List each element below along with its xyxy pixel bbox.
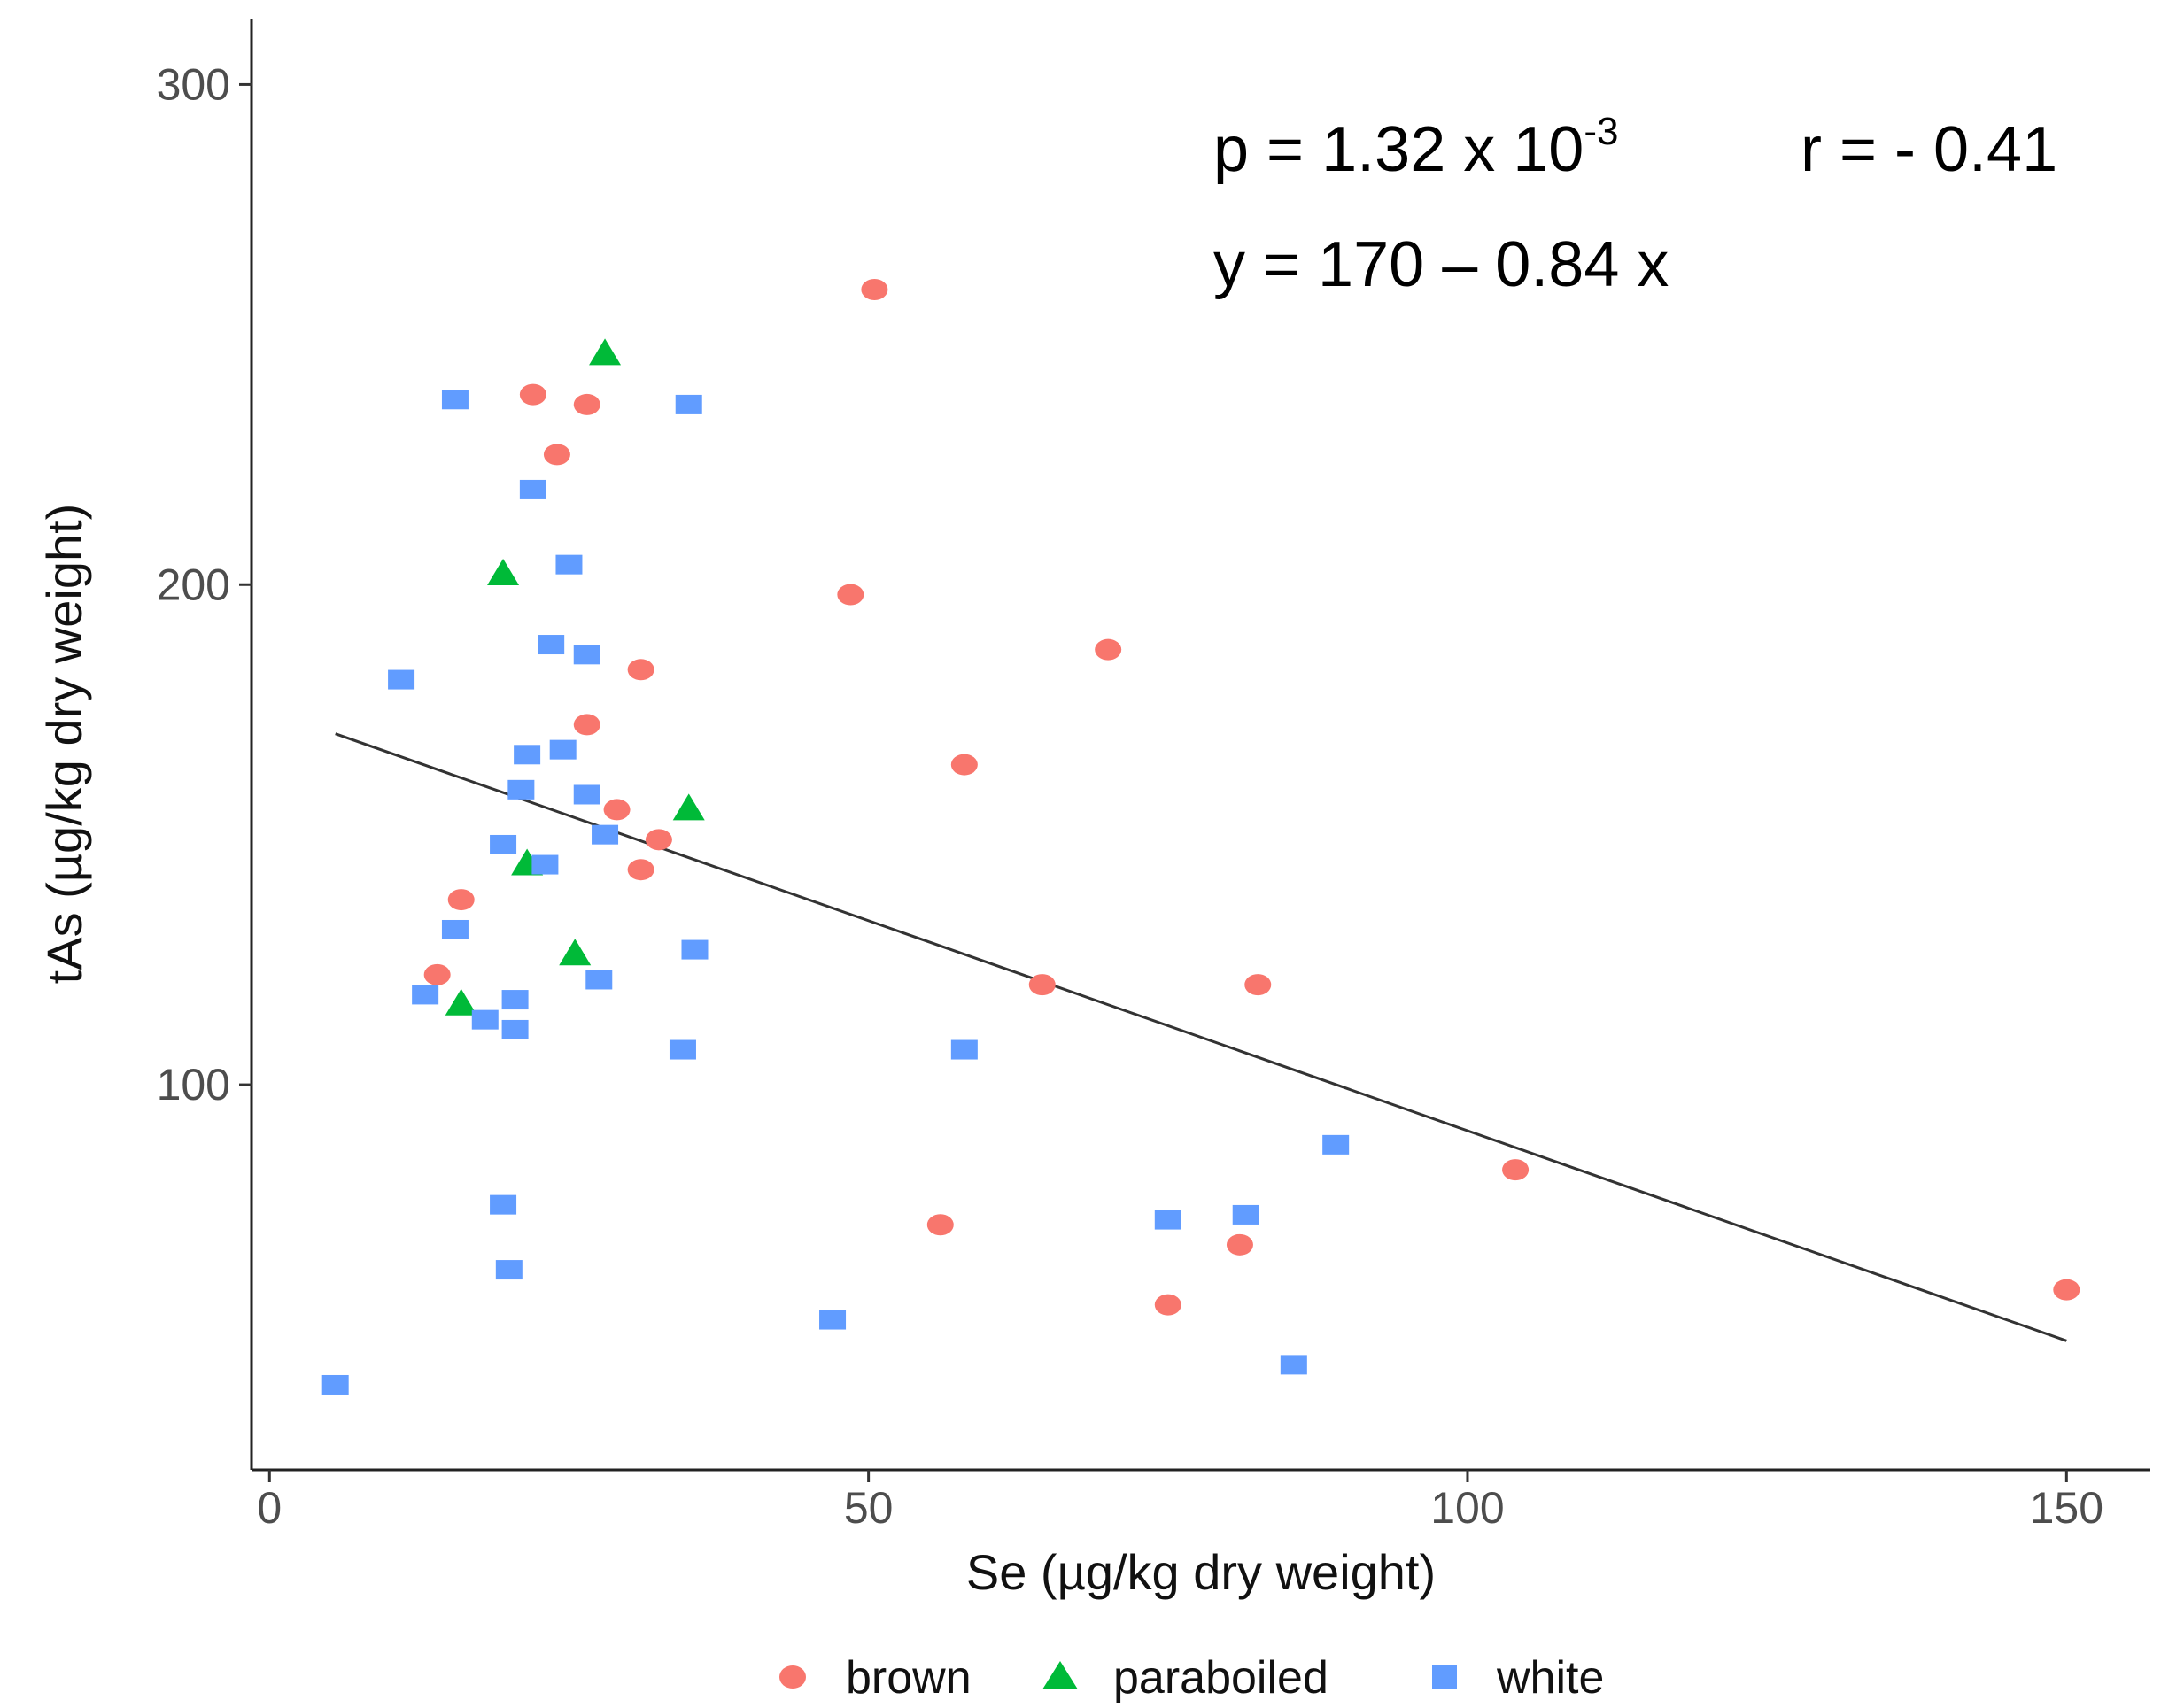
data-point-white [1280, 1355, 1307, 1375]
data-point-white [549, 739, 577, 760]
data-point-white [538, 635, 565, 655]
data-point-white [495, 1260, 523, 1280]
data-point-white [501, 1019, 529, 1039]
x-axis-title: Se (µg/kg dry weight) [966, 1544, 1436, 1600]
data-point-white [501, 990, 529, 1010]
data-point-brown [861, 279, 888, 301]
data-point-brown [573, 714, 600, 736]
y-tick-label: 300 [157, 59, 230, 109]
y-tick-label: 200 [157, 560, 230, 609]
data-point-brown [1154, 1294, 1181, 1316]
data-point-brown [573, 393, 600, 415]
data-point-white [519, 479, 546, 499]
data-point-brown [1244, 974, 1272, 996]
data-point-white [555, 554, 583, 575]
data-point-white [441, 390, 469, 410]
axes [250, 19, 2150, 1472]
y-ticks: 100 200 300 [157, 59, 252, 1109]
data-point-white [490, 1194, 517, 1215]
data-point-paraboiled [589, 338, 622, 366]
data-point-brown [543, 444, 570, 466]
legend-label-paraboiled: paraboiled [1113, 1652, 1328, 1704]
data-point-brown [627, 659, 654, 681]
x-tick-label: 0 [257, 1483, 282, 1533]
data-point-brown [950, 754, 978, 776]
data-point-white [675, 394, 702, 414]
data-point-white [573, 645, 600, 665]
data-point-brown [423, 963, 451, 985]
data-point-brown [926, 1214, 954, 1236]
legend-label-brown: brown [846, 1652, 972, 1704]
p-value-annotation: p = 1.32 x 10-3 [1213, 110, 1618, 185]
y-axis-title: tAs (µg/kg dry weight) [36, 504, 92, 985]
data-point-brown [645, 829, 672, 851]
legend-key-white [1432, 1665, 1457, 1689]
x-ticks: 0 50 100 150 [257, 1470, 2103, 1533]
regression-line-group [335, 732, 2067, 1342]
x-tick-label: 50 [844, 1483, 894, 1533]
data-point-white [441, 919, 469, 939]
data-point-paraboiled [559, 939, 592, 966]
data-point-white [669, 1039, 696, 1060]
p-value-base: p = 1.32 x 10 [1213, 114, 1584, 185]
data-point-brown [1095, 638, 1122, 661]
data-point-brown [837, 584, 864, 606]
legend-label-white: white [1496, 1652, 1604, 1704]
data-point-white [585, 970, 613, 990]
p-value-exponent: -3 [1584, 110, 1618, 153]
legend-key-brown [779, 1665, 806, 1689]
data-point-white [514, 745, 541, 765]
y-tick-label: 100 [157, 1060, 230, 1109]
x-tick-label: 100 [1430, 1483, 1504, 1533]
regression-equation-annotation: y = 170 – 0.84 x [1213, 229, 1669, 300]
data-point-white [1154, 1210, 1181, 1230]
data-point-brown [1226, 1233, 1253, 1256]
data-point-white [573, 784, 600, 805]
data-point-brown [447, 889, 475, 911]
data-point-white [321, 1374, 349, 1395]
data-point-white [507, 779, 535, 800]
data-point-white [950, 1039, 978, 1060]
data-point-brown [1028, 974, 1056, 996]
data-point-white [819, 1310, 847, 1330]
legend-key-paraboiled [1042, 1661, 1078, 1689]
data-point-white [531, 854, 559, 875]
legend: brown paraboiled white [779, 1652, 1604, 1704]
data-point-brown [2053, 1279, 2080, 1301]
r-value-annotation: r = - 0.41 [1801, 114, 2057, 185]
data-point-paraboiled [487, 558, 520, 585]
data-point-white [490, 834, 517, 854]
data-points [321, 279, 2080, 1395]
x-tick-label: 150 [2030, 1483, 2103, 1533]
data-point-paraboiled [672, 793, 705, 821]
data-point-white [471, 1009, 499, 1030]
data-point-white [681, 939, 709, 960]
data-point-white [388, 669, 415, 690]
data-point-brown [519, 383, 546, 406]
data-point-brown [627, 859, 654, 881]
data-point-brown [603, 799, 631, 821]
data-point-white [412, 985, 439, 1005]
data-point-paraboiled [445, 988, 477, 1016]
data-point-white [1322, 1134, 1350, 1155]
data-point-white [1232, 1204, 1259, 1225]
data-point-white [592, 824, 619, 845]
data-point-brown [1502, 1159, 1530, 1181]
regression-line [335, 732, 2067, 1342]
